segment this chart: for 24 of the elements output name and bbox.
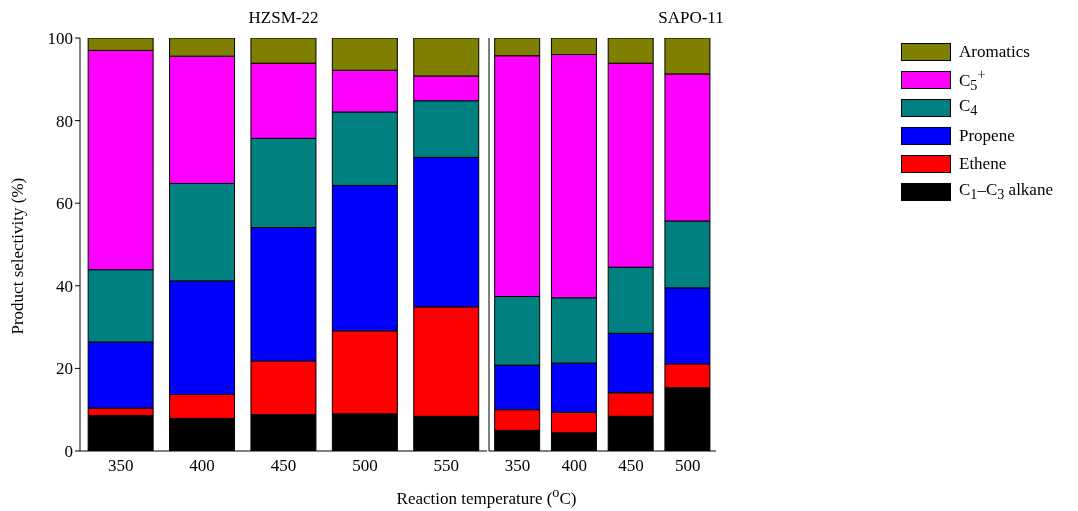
x-tick-label: 450 — [270, 456, 297, 476]
x-tick-label: 550 — [433, 456, 460, 476]
x-tick-label: 450 — [618, 456, 644, 476]
chart-title: SAPO-11 — [657, 8, 725, 28]
y-tick-label: 20 — [56, 359, 73, 379]
x-tick-label: 500 — [352, 456, 378, 476]
y-tick-label: 60 — [56, 194, 73, 214]
y-axis-title: Product selectivity (%) — [8, 177, 28, 335]
legend-label: Aromatics — [959, 42, 1030, 62]
x-tick-label: 400 — [189, 456, 215, 476]
x-tick-label: 400 — [561, 456, 587, 476]
x-tick-label: 350 — [504, 456, 531, 476]
y-tick-label: 100 — [47, 29, 73, 49]
legend-label: C$_{1}$–C$_{3}$ alkane — [959, 180, 1053, 204]
y-tick-label: 0 — [64, 442, 73, 462]
y-tick-label: 40 — [56, 276, 73, 296]
x-axis-title: Reaction temperature ($^{o}$C) — [395, 484, 578, 509]
x-tick-label: 350 — [107, 456, 134, 476]
legend-label: Propene — [959, 126, 1015, 146]
y-tick-label: 80 — [56, 111, 73, 131]
x-tick-label: 500 — [674, 456, 701, 476]
chart-title: HZSM-22 — [247, 8, 320, 28]
legend-label: C$_{4}$ — [959, 96, 978, 120]
legend-label: Ethene — [959, 154, 1007, 174]
